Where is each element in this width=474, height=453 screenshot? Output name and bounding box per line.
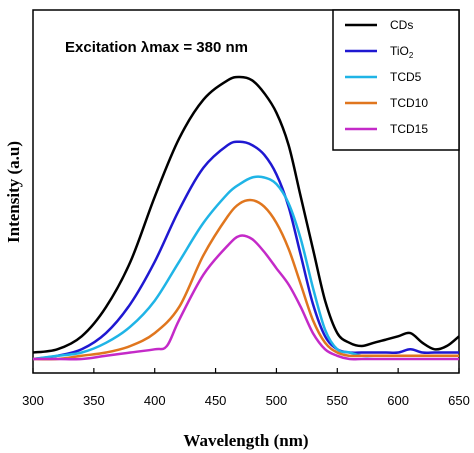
- legend-label-cds: CDs: [390, 18, 413, 32]
- x-axis-title: Wavelength (nm): [183, 431, 308, 450]
- series-line-tcd15: [33, 234, 459, 361]
- x-tick-label: 450: [205, 393, 227, 408]
- legend-label-tcd10: TCD10: [390, 96, 428, 110]
- x-tick-label: 500: [266, 393, 288, 408]
- series-line-tcd10: [32, 198, 459, 361]
- x-tick-label: 650: [448, 393, 470, 408]
- legend-label-tcd15: TCD15: [390, 122, 428, 136]
- x-axis-ticks: 300 350 400 450 500 550 600 650: [22, 368, 470, 408]
- series-line-tio: [32, 140, 459, 361]
- series-curves: [32, 75, 460, 361]
- legend-box: [332, 9, 460, 151]
- x-tick-label: 300: [22, 393, 44, 408]
- legend: CDs TiO2 TCD5 TCD10 TCD15: [345, 18, 428, 136]
- plot-frame: [32, 9, 460, 374]
- x-tick-label: 600: [387, 393, 409, 408]
- x-tick-label: 400: [144, 393, 166, 408]
- y-axis-title: Intensity (a.u): [4, 141, 23, 243]
- x-tick-label: 550: [326, 393, 348, 408]
- legend-label-tio: TiO2: [390, 44, 414, 60]
- series-line-cds: [32, 75, 460, 354]
- legend-label-tcd5: TCD5: [390, 70, 422, 84]
- series-line-tcd5: [32, 175, 459, 361]
- x-tick-label: 350: [83, 393, 105, 408]
- annotation-text: Excitation λmax = 380 nm: [65, 39, 248, 56]
